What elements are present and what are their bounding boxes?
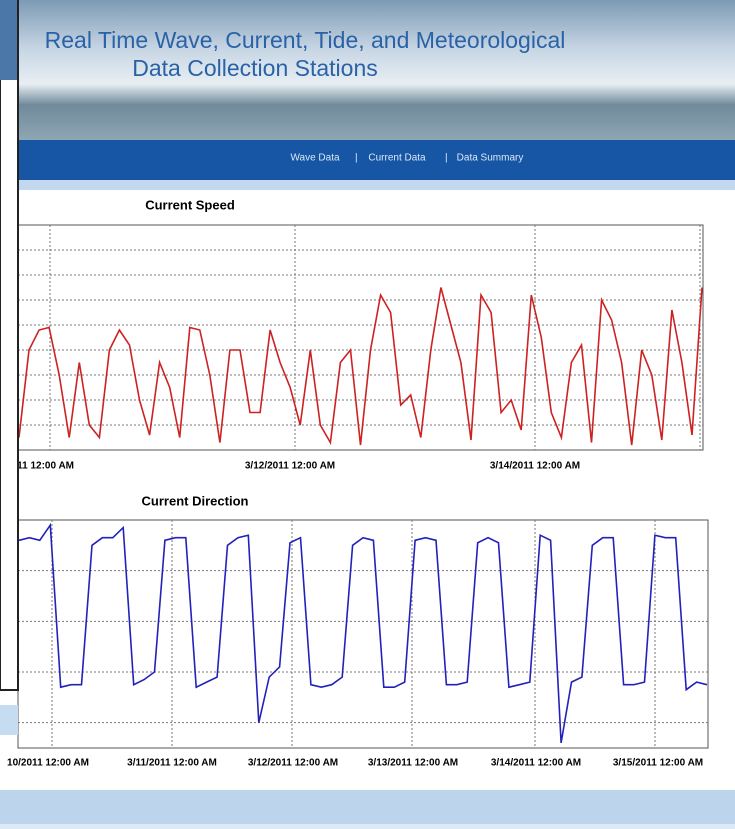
overlay-banner <box>0 0 17 80</box>
x-tick-label: 3/13/2011 12:00 AM <box>368 758 458 769</box>
x-tick-label: 3/12/2011 12:00 AM <box>248 758 338 769</box>
footer <box>0 790 735 824</box>
title: Real Time Wave, Current, Tide, and Meteo… <box>45 27 566 53</box>
x-tick-label: 3/12/2011 12:00 AM <box>245 461 335 472</box>
chart-title: Current Direction <box>142 493 249 508</box>
screen: Real Time Wave, Current, Tide, and Meteo… <box>0 0 735 824</box>
separator: | <box>445 153 448 164</box>
nav-link[interactable]: Data Summary <box>457 153 524 164</box>
overlay-panel <box>0 0 18 690</box>
nav-link[interactable]: Current Data <box>368 153 426 164</box>
plot-area <box>18 520 708 748</box>
overlay-strip <box>0 705 18 735</box>
nav-shadow <box>0 180 735 190</box>
x-tick-label: 3/15/2011 12:00 AM <box>613 758 703 769</box>
chart-title: Current Speed <box>145 197 235 212</box>
x-tick-label: 3/11/2011 12:00 AM <box>127 758 217 769</box>
page: {"header":{"title_line1":"Real Time Wave… <box>0 0 735 824</box>
x-tick-label: 10/2011 12:00 AM <box>7 758 89 769</box>
nav-link[interactable]: Wave Data <box>290 153 340 164</box>
plot-area <box>18 225 703 450</box>
x-tick-label: 3/14/2011 12:00 AM <box>490 461 580 472</box>
x-tick-label: 3/14/2011 12:00 AM <box>491 758 581 769</box>
separator: | <box>355 153 358 164</box>
title: Data Collection Stations <box>132 55 377 81</box>
